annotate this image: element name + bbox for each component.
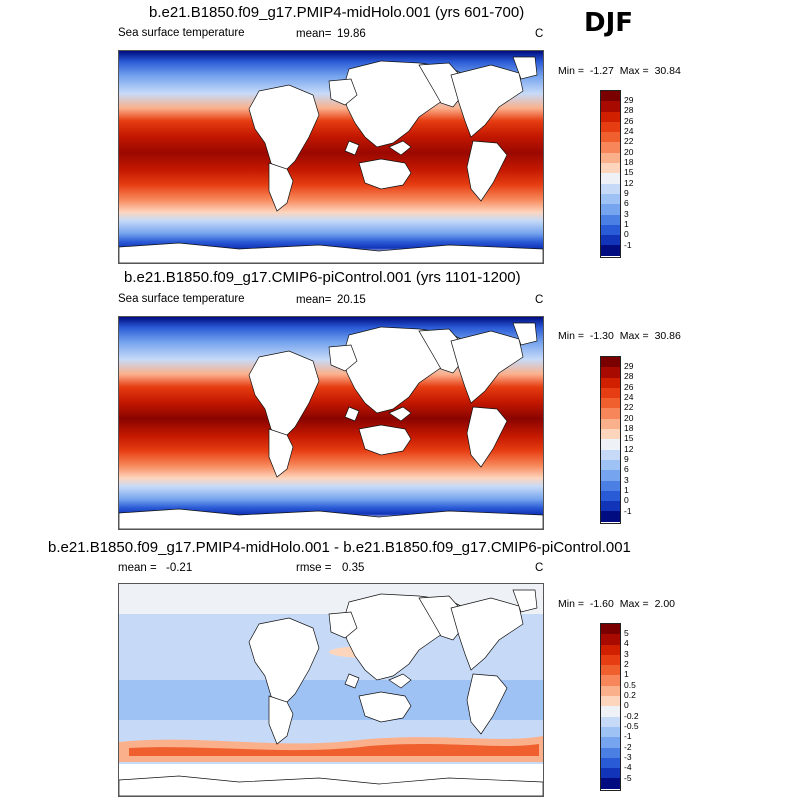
colorbar-tick: 6 <box>624 464 629 474</box>
colorbar-tick: 5 <box>624 628 629 638</box>
colorbar-tick: 24 <box>624 126 634 136</box>
panel-minmax-midholo: Min = -1.27 Max = 30.84 <box>558 65 681 77</box>
colorbar-tick: 3 <box>624 649 629 659</box>
panel-units-midholo: C <box>535 28 544 40</box>
colorbar-tick: 0.2 <box>624 690 636 700</box>
panel-mean-value-difference: -0.21 <box>166 562 193 574</box>
colorbar-tick: 29 <box>624 361 634 371</box>
colorbar-tick: 9 <box>624 454 629 464</box>
colorbar-tick: 12 <box>624 444 634 454</box>
panel-rmse-label-difference: rmse = <box>296 562 332 574</box>
colorbar-tick: -2 <box>624 742 632 752</box>
colorbar-midholo <box>600 90 621 258</box>
min-value: -1.27 <box>589 65 614 77</box>
colorbar-tick: 18 <box>624 157 634 167</box>
colorbar-tick: 18 <box>624 423 634 433</box>
colorbar-difference <box>600 623 621 791</box>
max-label: Max = <box>619 65 649 77</box>
colorbar-tick: 28 <box>624 105 634 115</box>
land-mask <box>119 56 543 263</box>
colorbar-tick: -1 <box>624 506 632 516</box>
colorbar-tick: -1 <box>624 731 632 741</box>
colorbar-tick: 0.5 <box>624 680 636 690</box>
panel-units-difference: C <box>535 562 544 574</box>
colorbar-tick: 12 <box>624 178 634 188</box>
colorbar-tick: 1 <box>624 669 629 679</box>
colorbar-tick: 29 <box>624 95 634 105</box>
colorbar-tick: 3 <box>624 475 629 485</box>
panel-minmax-difference: Min = -1.60 Max = 2.00 <box>558 598 675 610</box>
colorbar-tick: 4 <box>624 638 629 648</box>
panel-mean-value-midholo: 19.86 <box>337 28 366 40</box>
colorbar-tick: 0 <box>624 229 629 239</box>
min-label: Min = <box>558 598 584 610</box>
colorbar-tick: -3 <box>624 752 632 762</box>
colorbar-tick: 24 <box>624 392 634 402</box>
panel-left-label-midholo: Sea surface temperature <box>118 27 245 39</box>
colorbar-tick: 1 <box>624 485 629 495</box>
colorbar-tick: 0 <box>624 495 629 505</box>
colorbar-tick: 26 <box>624 116 634 126</box>
min-value: -1.60 <box>589 598 614 610</box>
panel-title-picontrol: b.e21.B1850.f09_g17.CMIP6-piControl.001 … <box>124 269 521 286</box>
panel-units-picontrol: C <box>535 294 544 306</box>
panel-title-midholo: b.e21.B1850.f09_g17.PMIP4-midHolo.001 (y… <box>149 4 525 21</box>
colorbar-tick: 15 <box>624 433 634 443</box>
colorbar-tick: -5 <box>624 773 632 783</box>
sst-map-midholo <box>118 50 544 264</box>
max-value: 30.84 <box>654 65 681 77</box>
colorbar-tick: 1 <box>624 219 629 229</box>
max-value: 30.86 <box>654 330 681 342</box>
colorbar-tick: -4 <box>624 762 632 772</box>
colorbar-tick: -0.5 <box>624 721 639 731</box>
colorbar-tick: 9 <box>624 188 629 198</box>
colorbar-tick: 20 <box>624 413 634 423</box>
colorbar-tick: 26 <box>624 382 634 392</box>
land-mask <box>119 322 543 529</box>
min-label: Min = <box>558 330 584 342</box>
min-value: -1.30 <box>589 330 614 342</box>
colorbar-tick: 0 <box>624 700 629 710</box>
difference-map <box>118 583 544 797</box>
sst-map-picontrol <box>118 316 544 530</box>
colorbar-tick: 6 <box>624 198 629 208</box>
colorbar-tick: 3 <box>624 209 629 219</box>
land-mask <box>119 589 543 796</box>
panel-mean-label-midholo: mean= <box>296 28 332 40</box>
panel-left-label-picontrol: Sea surface temperature <box>118 293 245 305</box>
colorbar-tick: 22 <box>624 136 634 146</box>
colorbar-tick: 2 <box>624 659 629 669</box>
panel-mean-label-difference: mean = <box>118 562 157 574</box>
colorbar-tick: 20 <box>624 147 634 157</box>
colorbar-tick: 15 <box>624 167 634 177</box>
season-label: DJF <box>584 8 634 38</box>
panel-minmax-picontrol: Min = -1.30 Max = 30.86 <box>558 330 681 342</box>
max-label: Max = <box>619 330 649 342</box>
max-label: Max = <box>619 598 649 610</box>
colorbar-tick: -0.2 <box>624 711 639 721</box>
colorbar-tick: 22 <box>624 402 634 412</box>
colorbar-tick: -1 <box>624 240 632 250</box>
colorbar-picontrol <box>600 356 621 524</box>
panel-title-difference: b.e21.B1850.f09_g17.PMIP4-midHolo.001 - … <box>48 539 631 556</box>
panel-mean-label-picontrol: mean= <box>296 294 332 306</box>
min-label: Min = <box>558 65 584 77</box>
panel-mean-value-picontrol: 20.15 <box>337 294 366 306</box>
colorbar-tick: 28 <box>624 371 634 381</box>
panel-rmse-value-difference: 0.35 <box>342 562 365 574</box>
max-value: 2.00 <box>654 598 675 610</box>
